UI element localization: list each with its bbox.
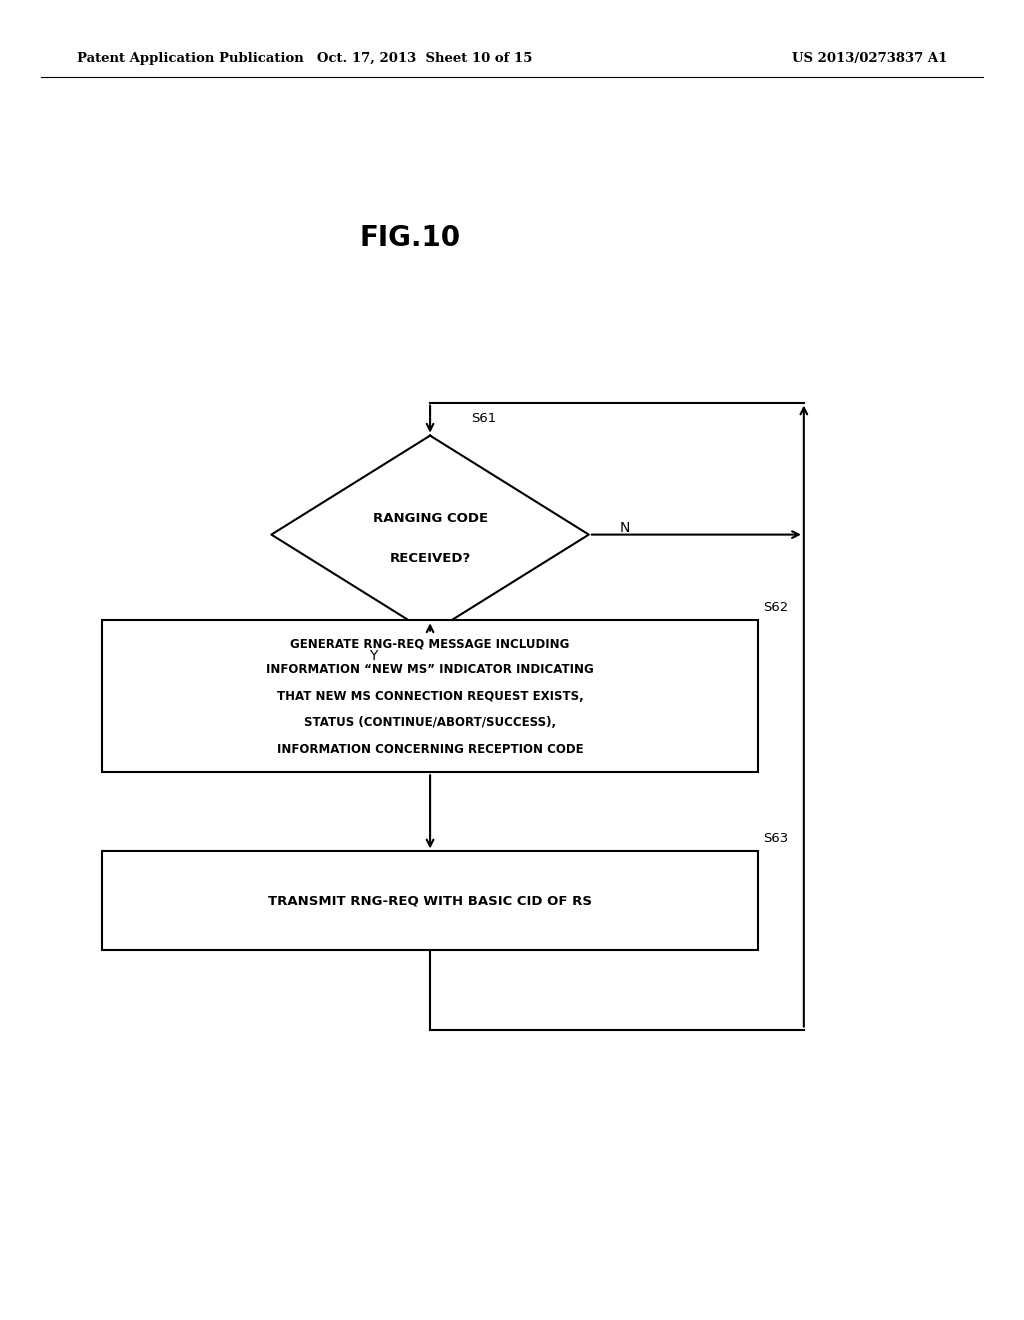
Text: Oct. 17, 2013  Sheet 10 of 15: Oct. 17, 2013 Sheet 10 of 15 [317,51,532,65]
Text: S62: S62 [763,601,788,614]
Text: GENERATE RNG-REQ MESSAGE INCLUDING: GENERATE RNG-REQ MESSAGE INCLUDING [291,638,569,649]
Bar [102,851,758,950]
Text: THAT NEW MS CONNECTION REQUEST EXISTS,: THAT NEW MS CONNECTION REQUEST EXISTS, [276,690,584,702]
Text: S63: S63 [763,832,788,845]
Text: FIG.10: FIG.10 [359,223,460,252]
Text: RANGING CODE: RANGING CODE [373,512,487,525]
Bar [102,620,758,772]
Text: INFORMATION CONCERNING RECEPTION CODE: INFORMATION CONCERNING RECEPTION CODE [276,743,584,755]
Text: STATUS (CONTINUE/ABORT/SUCCESS),: STATUS (CONTINUE/ABORT/SUCCESS), [304,717,556,729]
Text: Y: Y [370,649,378,664]
Text: US 2013/0273837 A1: US 2013/0273837 A1 [792,51,947,65]
Text: INFORMATION “NEW MS” INDICATOR INDICATING: INFORMATION “NEW MS” INDICATOR INDICATIN… [266,664,594,676]
Text: RECEIVED?: RECEIVED? [389,552,471,565]
Text: Patent Application Publication: Patent Application Publication [77,51,303,65]
Text: S61: S61 [471,412,497,425]
Text: TRANSMIT RNG-REQ WITH BASIC CID OF RS: TRANSMIT RNG-REQ WITH BASIC CID OF RS [268,895,592,907]
Text: N: N [620,521,630,535]
